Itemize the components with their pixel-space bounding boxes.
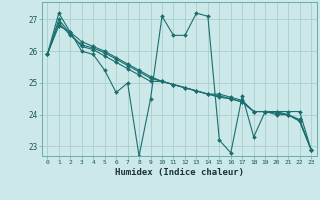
X-axis label: Humidex (Indice chaleur): Humidex (Indice chaleur) — [115, 168, 244, 177]
